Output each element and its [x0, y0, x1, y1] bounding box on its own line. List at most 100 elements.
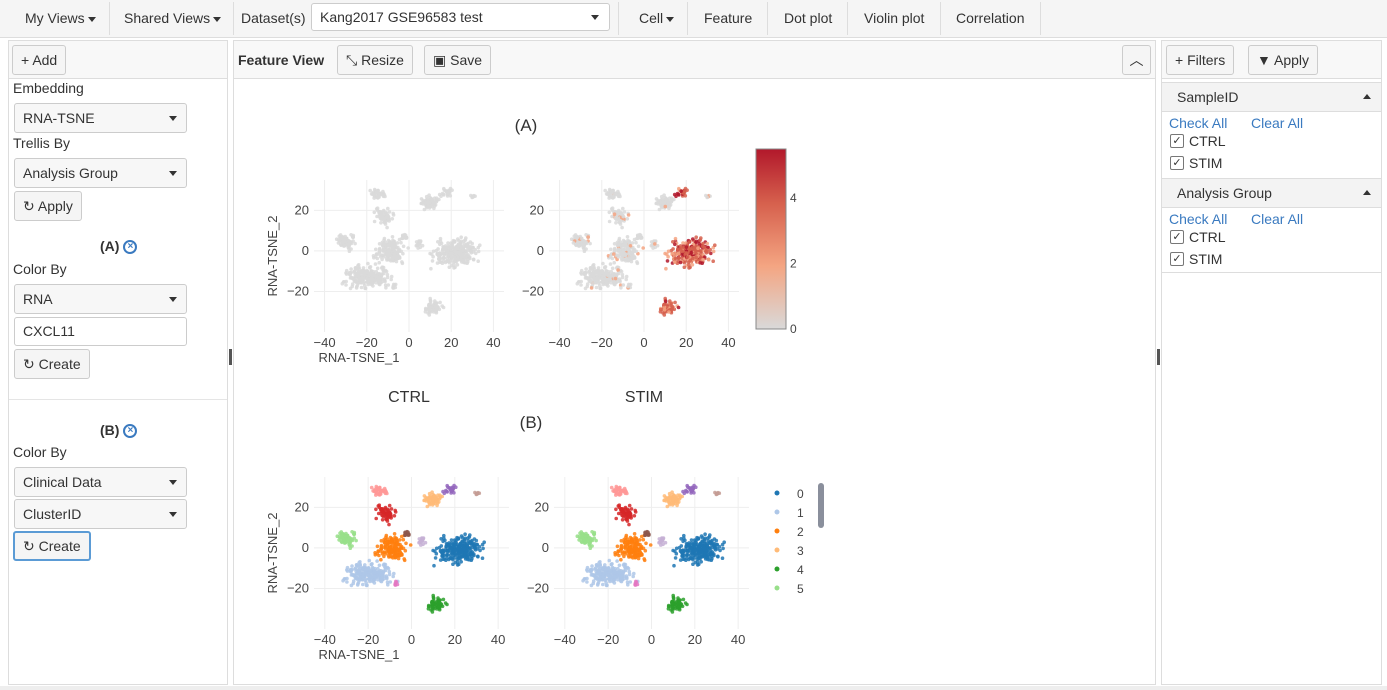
scatter-point — [659, 205, 664, 210]
apply-filters-button[interactable]: ▼ Apply — [1248, 45, 1319, 75]
scatter-point — [620, 272, 625, 277]
analysis-group-ctrl-checkbox[interactable]: ✓ — [1170, 230, 1184, 244]
scatter-point — [376, 279, 381, 284]
scatter-point — [344, 268, 349, 273]
scatter-point — [720, 556, 725, 560]
legend-label: 4 — [797, 563, 804, 577]
x-tick-label: −20 — [591, 335, 613, 350]
cell-menu[interactable]: Cell — [639, 0, 675, 37]
shared-views-menu[interactable]: Shared Views — [124, 0, 222, 37]
sampleid-check-all[interactable]: Check All — [1169, 115, 1228, 131]
scatter-point — [683, 194, 688, 198]
scatter-point — [633, 510, 638, 514]
dot-plot-tab[interactable]: Dot plot — [784, 10, 833, 26]
remove-plot-a-icon[interactable]: × — [123, 240, 138, 255]
scatter-point — [384, 250, 389, 255]
scatter-point — [360, 578, 365, 582]
scatter-point — [428, 494, 433, 498]
scatter-point — [384, 517, 388, 522]
scatter-point — [632, 514, 637, 518]
scatter-point — [480, 556, 485, 560]
feature-tab[interactable]: Feature — [704, 10, 753, 26]
filters-button[interactable]: + Filters — [1166, 45, 1235, 75]
scatter-point — [712, 552, 716, 556]
apply-embedding-button[interactable]: ↻ Apply — [14, 191, 82, 221]
scatter-point — [682, 491, 687, 496]
scatter-point — [594, 269, 599, 273]
scatter-point — [388, 535, 393, 540]
scatter-point — [384, 269, 389, 274]
scatter-point — [594, 277, 599, 282]
plot-a-title: (A) — [515, 116, 538, 135]
scatter-point — [418, 242, 422, 246]
scatter-point — [592, 532, 597, 536]
analysis-group-stim-checkbox[interactable]: ✓ — [1170, 252, 1184, 266]
scatter-point — [671, 240, 675, 244]
scatter-point — [698, 261, 702, 265]
add-button[interactable]: + Add — [12, 45, 67, 75]
scatter-point — [444, 544, 448, 549]
scatter-point — [591, 579, 596, 583]
feature-input[interactable]: CXCL11 — [14, 317, 187, 346]
scatter-point — [688, 258, 692, 263]
scatter-point — [628, 511, 632, 516]
scatter-point — [434, 199, 439, 203]
correlation-tab[interactable]: Correlation — [956, 10, 1025, 26]
analysis-group-check-all[interactable]: Check All — [1169, 211, 1228, 227]
dataset-select[interactable]: Kang2017 GSE96583 test — [311, 3, 610, 31]
create-plot-a-button[interactable]: ↻ Create — [14, 349, 90, 379]
scatter-point — [385, 225, 389, 230]
scatter-point — [436, 247, 440, 251]
embedding-select[interactable]: RNA-TSNE — [14, 103, 187, 133]
my-views-menu[interactable]: My Views — [25, 0, 96, 37]
scatter-point — [590, 564, 594, 568]
sampleid-stim-checkbox[interactable]: ✓ — [1170, 156, 1184, 170]
legend-label: 1 — [797, 506, 804, 520]
color-by-b-select[interactable]: Clinical Data — [14, 467, 187, 497]
violin-plot-tab[interactable]: Violin plot — [864, 10, 925, 26]
scatter-point — [714, 492, 719, 497]
sampleid-accordion[interactable]: SampleID — [1162, 82, 1381, 112]
color-by-a-select[interactable]: RNA — [14, 284, 187, 314]
analysis-group-clear-all[interactable]: Clear All — [1251, 211, 1304, 227]
save-button[interactable]: ▣ Save — [424, 45, 492, 75]
x-tick-label: −40 — [554, 632, 576, 647]
left-splitter-handle[interactable] — [229, 349, 232, 365]
scatter-point — [355, 583, 360, 587]
scatter-point — [665, 259, 670, 263]
collapse-button[interactable]: ︿ — [1122, 45, 1151, 75]
scatter-point — [595, 563, 599, 568]
scatter-point — [679, 537, 683, 541]
scatter-point — [608, 262, 613, 266]
scatter-point — [358, 567, 362, 571]
scatter-point — [345, 565, 350, 570]
scatter-point — [693, 542, 697, 546]
scatter-point — [624, 274, 629, 279]
scatter-point — [383, 283, 388, 287]
scatter-point — [623, 505, 628, 510]
scatter-point — [606, 284, 610, 288]
right-splitter-handle[interactable] — [1157, 349, 1160, 365]
scatter-point — [715, 547, 720, 551]
scatter-point — [616, 511, 621, 516]
trellis-select[interactable]: Analysis Group — [14, 158, 187, 188]
resize-button[interactable]: ⤡ Resize — [337, 45, 413, 75]
scatter-point — [585, 569, 590, 573]
sampleid-clear-all[interactable]: Clear All — [1251, 115, 1304, 131]
scatter-point — [682, 533, 686, 538]
scatter-point — [696, 537, 700, 541]
scatter-point — [427, 313, 432, 317]
scatter-point — [393, 535, 397, 540]
remove-plot-b-icon[interactable]: × — [123, 424, 138, 439]
analysis-group-accordion[interactable]: Analysis Group — [1162, 178, 1381, 208]
scatter-point — [349, 583, 354, 588]
scatter-point — [381, 268, 385, 272]
scatter-point — [691, 237, 695, 241]
create-plot-b-button[interactable]: ↻ Create — [13, 531, 91, 561]
clinical-field-select[interactable]: ClusterID — [14, 499, 187, 529]
sampleid-ctrl-checkbox[interactable]: ✓ — [1170, 134, 1184, 148]
scatter-point — [701, 257, 705, 262]
scatter-point — [569, 237, 574, 241]
scatter-point — [627, 283, 632, 287]
scatter-point — [632, 554, 637, 558]
